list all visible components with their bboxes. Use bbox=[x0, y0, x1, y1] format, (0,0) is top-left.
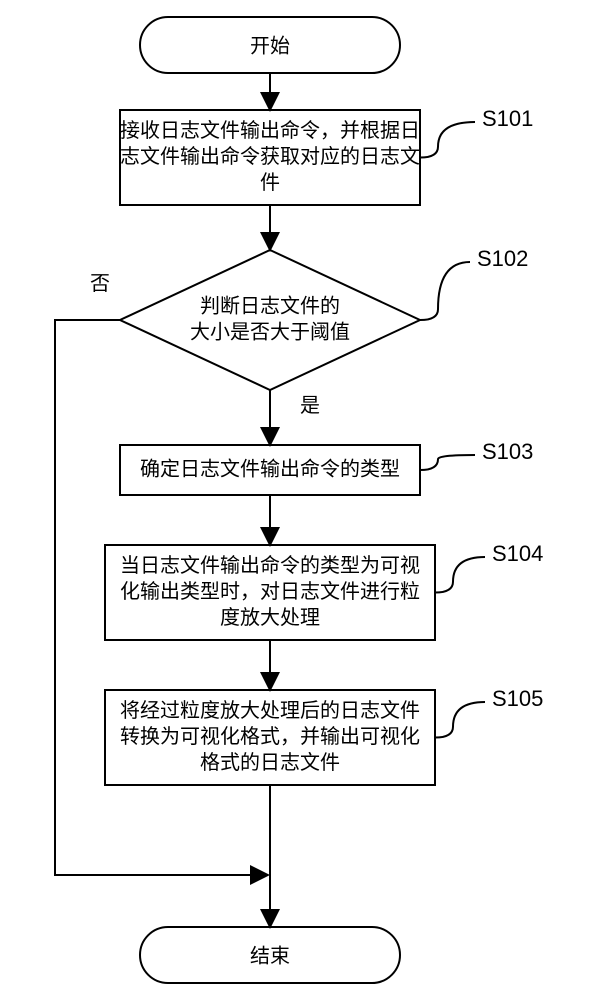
end-label: 结束 bbox=[250, 944, 290, 967]
svg-text:大小是否大于阈值: 大小是否大于阈值 bbox=[190, 320, 350, 343]
svg-text:化输出类型时，对日志文件进行粒: 化输出类型时，对日志文件进行粒 bbox=[120, 580, 420, 603]
flowchart-diagram: 开始接收日志文件输出命令，并根据日志文件输出命令获取对应的日志文件 S101 判断日… bbox=[0, 0, 600, 1000]
svg-text:接收日志文件输出命令，并根据日: 接收日志文件输出命令，并根据日 bbox=[120, 119, 420, 142]
svg-text:当日志文件输出命令的类型为可视: 当日志文件输出命令的类型为可视 bbox=[120, 554, 420, 577]
svg-text:S103: S103 bbox=[482, 439, 533, 464]
svg-text:确定日志文件输出命令的类型: 确定日志文件输出命令的类型 bbox=[140, 457, 400, 480]
svg-text:将经过粒度放大处理后的日志文件: 将经过粒度放大处理后的日志文件 bbox=[120, 699, 420, 722]
svg-text:格式的日志文件: 格式的日志文件 bbox=[200, 751, 340, 774]
start-label: 开始 bbox=[250, 34, 290, 57]
svg-text:S102: S102 bbox=[477, 246, 528, 271]
svg-text:转换为可视化格式，并输出可视化: 转换为可视化格式，并输出可视化 bbox=[120, 725, 420, 748]
svg-text:否: 否 bbox=[90, 273, 110, 295]
svg-text:判断日志文件的: 判断日志文件的 bbox=[200, 294, 340, 317]
svg-text:志文件输出命令获取对应的日志文: 志文件输出命令获取对应的日志文 bbox=[120, 145, 420, 168]
svg-text:度放大处理: 度放大处理 bbox=[220, 606, 320, 629]
svg-text:件: 件 bbox=[260, 171, 280, 194]
svg-text:S104: S104 bbox=[492, 541, 543, 566]
svg-text:是: 是 bbox=[300, 395, 320, 417]
step-label-s101: S101 bbox=[482, 106, 533, 131]
decision-s102 bbox=[120, 250, 420, 390]
svg-text:S105: S105 bbox=[492, 686, 543, 711]
